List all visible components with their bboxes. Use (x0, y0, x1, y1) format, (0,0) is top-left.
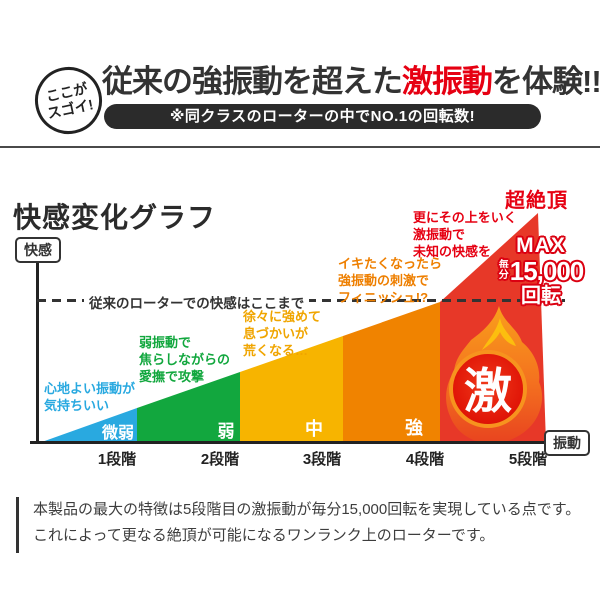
highlight-badge: ここが スゴイ! (28, 60, 109, 141)
x-tick-stage-1: 1段階 (97, 451, 137, 468)
x-axis-label: 振動 (544, 430, 590, 456)
title-post: を体験!! (492, 64, 600, 99)
bar-stage-2 (137, 372, 240, 443)
max-badge-suffix: 回転 (521, 285, 561, 307)
flame-char: 激 (464, 366, 512, 419)
max-rotation-badge: MAX 毎 分 15,000 回転 (492, 235, 590, 306)
sub-banner: ※同クラスのローターの中でNO.1の回転数! (104, 104, 541, 129)
max-badge-value-row: 毎 分 15,000 (492, 258, 590, 284)
bar-label-stage-3: 中 (305, 419, 323, 439)
annotation-stage-1: 心地よい振動が 気持ちいい (44, 381, 136, 414)
header-divider (0, 146, 600, 148)
annotation-stage-2: 弱振動で 焦らしながらの 愛撫で攻撃 (139, 335, 231, 385)
footnote: 本製品の最大の特徴は5段階目の激振動が毎分15,000回転を実現している点です。… (33, 497, 583, 549)
title-highlight: 激振動 (402, 64, 493, 99)
page-title: 従来の強振動を超えた激振動を体験!! (102, 56, 600, 101)
y-axis-label: 快感 (15, 237, 61, 263)
title-pre: 従来の強振動を超えた (102, 64, 403, 99)
max-badge-max: MAX (516, 234, 566, 257)
footnote-line-1: 本製品の最大の特徴は5段階目の激振動が毎分15,000回転を実現している点です。 (33, 501, 581, 518)
footnote-line-2: これによって更なる絶頂が可能になるワンランク上のローターです。 (33, 527, 495, 544)
flame-icon: 激 (446, 306, 543, 444)
footnote-left-bar (16, 497, 19, 553)
annotation-stage-5: 更にその上をいく 激振動で 未知の快感を (413, 210, 517, 260)
bar-label-stage-4: 強 (405, 418, 423, 438)
y-axis-line (36, 258, 39, 443)
threshold-note: 従来のローターでの快感はここまで (84, 292, 310, 312)
bar-label-stage-2: 弱 (217, 422, 235, 441)
x-axis-line (30, 441, 549, 444)
max-badge-value: 15,000 (509, 256, 585, 286)
chart-title: 快感変化グラフ (13, 202, 217, 233)
flame-circle (449, 350, 527, 428)
x-tick-stage-3: 3段階 (302, 451, 342, 468)
bar-label-stage-1: 微弱 (101, 425, 134, 442)
x-tick-stage-2: 2段階 (200, 451, 240, 468)
annotation-stage-4: イキたくなったら 強振動の刺激で フィニッシュ!? (338, 256, 443, 306)
annotation-stage-3: 徐々に強めて 息づかいが 荒くなる… (243, 309, 322, 359)
x-tick-stage-5: 5段階 (508, 451, 548, 468)
max-badge-unit: 毎 分 (498, 260, 509, 281)
flame-inner-shape (482, 318, 516, 350)
peak-label: 超絶頂 (505, 190, 568, 212)
x-tick-stage-4: 4段階 (405, 451, 445, 468)
